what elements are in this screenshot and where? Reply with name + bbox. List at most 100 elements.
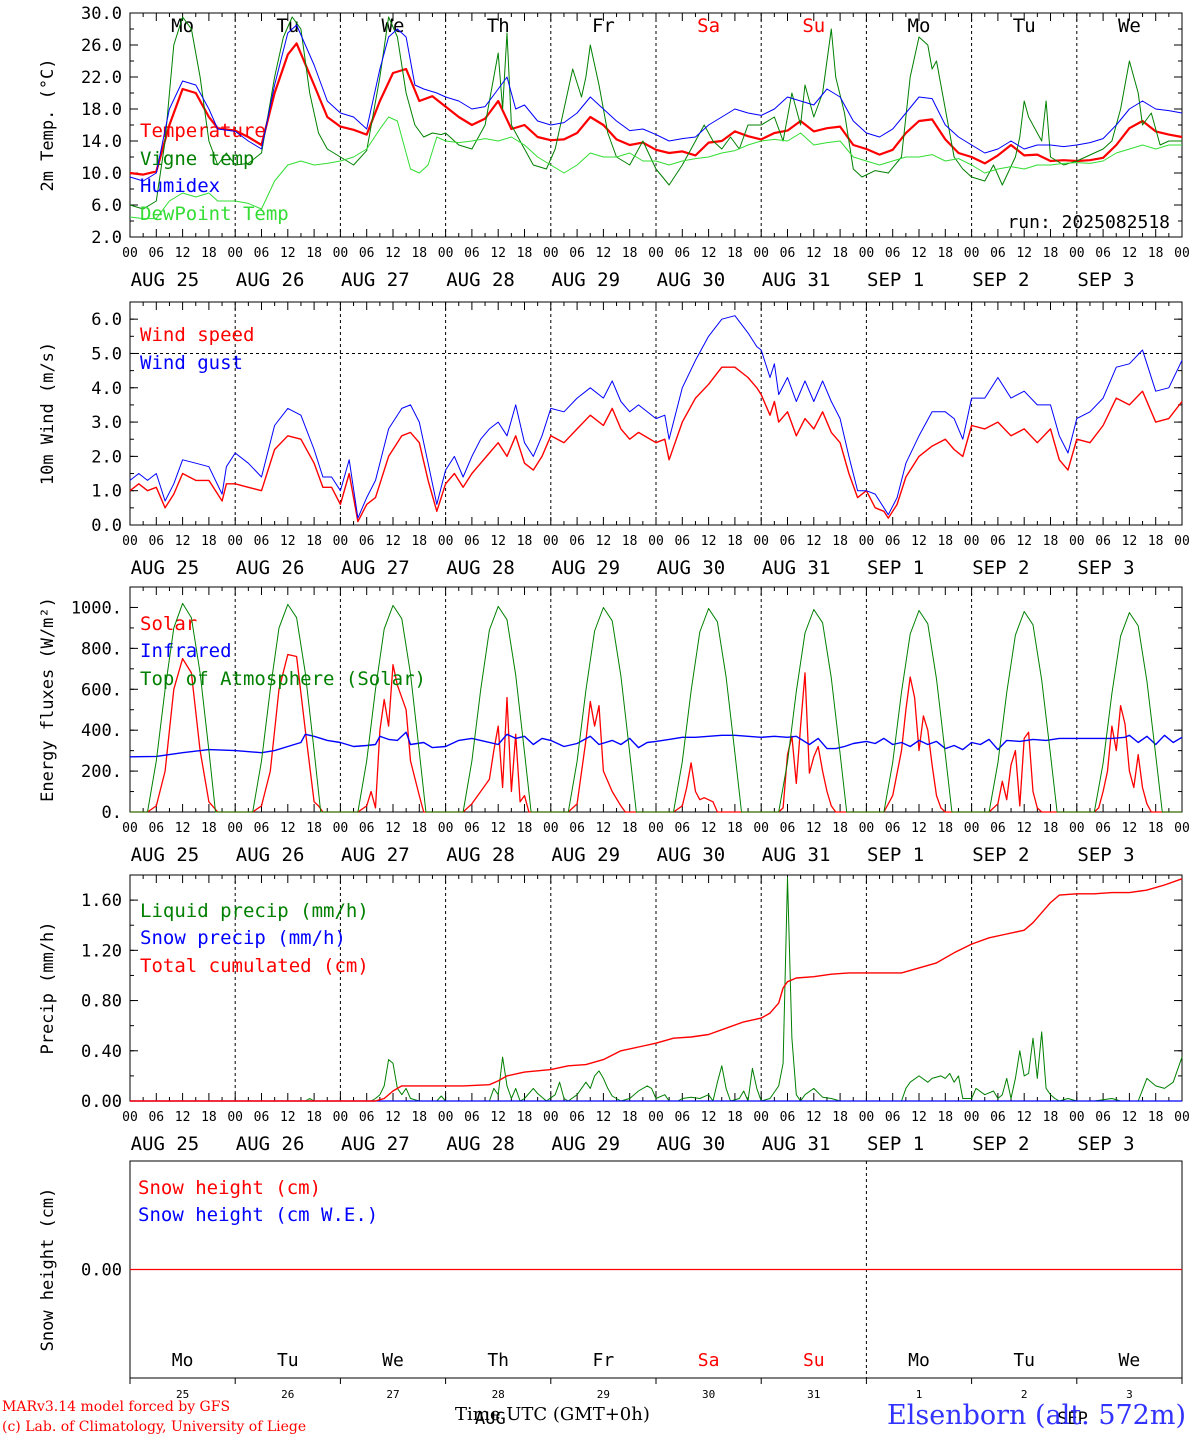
temperature-hour-label: 18 <box>411 246 427 261</box>
energy-y-tick-label: 1000. <box>71 598 122 618</box>
wind-hour-label: 06 <box>359 534 375 549</box>
precip-hour-label: 00 <box>543 1110 559 1125</box>
weekday-label: Mo <box>171 15 194 37</box>
energy-hour-label: 00 <box>859 821 875 836</box>
lab-credit: (c) Lab. of Climatology, University of L… <box>2 1419 307 1435</box>
wind-hour-label: 12 <box>490 534 506 549</box>
energy-hour-label: 06 <box>1095 821 1111 836</box>
snow-day-number: 26 <box>281 1388 294 1401</box>
energy-hour-label: 12 <box>490 821 506 836</box>
energy-hour-label: 12 <box>1122 821 1138 836</box>
energy-legend-entry: Infrared <box>140 640 232 662</box>
temperature-y-tick-label: 26.0 <box>81 36 122 56</box>
temperature-hour-label: 00 <box>859 246 875 261</box>
wind-hour-label: 12 <box>911 534 927 549</box>
energy-hour-label: 06 <box>674 821 690 836</box>
precip-hour-label: 00 <box>1174 1110 1190 1125</box>
energy-hour-label: 12 <box>911 821 927 836</box>
energy-hour-label: 00 <box>1174 821 1190 836</box>
precip-y-tick-label: 1.20 <box>81 941 122 961</box>
temperature-hour-label: 12 <box>385 246 401 261</box>
wind-hour-label: 06 <box>569 534 585 549</box>
temperature-hour-label: 12 <box>490 246 506 261</box>
wind-hour-label: 00 <box>543 534 559 549</box>
wind-hour-label: 00 <box>964 534 980 549</box>
precip-hour-label: 00 <box>648 1110 664 1125</box>
wind-hour-label: 06 <box>674 534 690 549</box>
precip-hour-label: 00 <box>122 1110 138 1125</box>
wind-hour-label: 12 <box>596 534 612 549</box>
temperature-legend-entry: Temperature <box>140 120 266 142</box>
weekday-label: Tu <box>1013 15 1036 37</box>
snow-weekday-label: Su <box>803 1350 825 1371</box>
temperature-hour-label: 06 <box>1095 246 1111 261</box>
energy-hour-label: 00 <box>964 821 980 836</box>
temperature-hour-label: 12 <box>280 246 296 261</box>
precip-hour-label: 06 <box>148 1110 164 1125</box>
temperature-legend-entry: Humidex <box>140 175 220 197</box>
energy-hour-label: 18 <box>937 821 953 836</box>
snow-day-number: 27 <box>386 1388 399 1401</box>
precip-hour-label: 00 <box>1069 1110 1085 1125</box>
energy-date-label: SEP 3 <box>1077 844 1134 866</box>
energy-hour-label: 00 <box>543 821 559 836</box>
snow-day-number: 31 <box>807 1388 820 1401</box>
weekday-label: Fr <box>592 15 615 37</box>
precip-hour-label: 06 <box>569 1110 585 1125</box>
precip-y-axis-label: Precip (mm/h) <box>38 921 58 1054</box>
snow-weekday-label: We <box>382 1350 404 1371</box>
wind-date-label: AUG 27 <box>341 557 410 579</box>
weekday-label: Sa <box>697 15 720 37</box>
wind-panel-frame <box>129 301 1183 526</box>
temperature-date-label: AUG 31 <box>762 269 831 291</box>
wind-date-label: AUG 30 <box>657 557 726 579</box>
wind-hour-label: 00 <box>1174 534 1190 549</box>
wind-hour-label: 06 <box>780 534 796 549</box>
wind-hour-label: 00 <box>333 534 349 549</box>
precip-hour-label: 18 <box>517 1110 533 1125</box>
snow-day-number: 30 <box>702 1388 715 1401</box>
temperature-y-tick-label: 30.0 <box>81 4 122 24</box>
energy-hour-label: 18 <box>622 821 638 836</box>
wind-hour-label: 00 <box>1069 534 1085 549</box>
wind-hour-label: 12 <box>1016 534 1032 549</box>
energy-date-label: AUG 27 <box>341 844 410 866</box>
temperature-date-label: SEP 2 <box>972 269 1029 291</box>
precip-y-tick-label: 1.60 <box>81 891 122 911</box>
snow-y-tick-label: 0.00 <box>81 1261 122 1281</box>
precip-hour-label: 18 <box>411 1110 427 1125</box>
energy-hour-label: 06 <box>359 821 375 836</box>
energy-hour-label: 18 <box>1043 821 1059 836</box>
temperature-hour-label: 00 <box>964 246 980 261</box>
wind-hour-label: 18 <box>1148 534 1164 549</box>
energy-hour-label: 12 <box>806 821 822 836</box>
temperature-y-tick-label: 14.0 <box>81 132 122 152</box>
temperature-hour-label: 18 <box>517 246 533 261</box>
wind-hour-label: 18 <box>411 534 427 549</box>
precip-legend-entry: Total cumulated (cm) <box>140 955 369 977</box>
temperature-hour-label: 00 <box>648 246 664 261</box>
time-axis-label: Time UTC (GMT+0h) <box>455 1404 650 1425</box>
precip-date-label: AUG 27 <box>341 1133 410 1155</box>
energy-date-label: AUG 25 <box>131 844 200 866</box>
temperature-hour-label: 00 <box>122 246 138 261</box>
model-credit: MARv3.14 model forced by GFS <box>2 1399 231 1415</box>
precip-hour-label: 12 <box>280 1110 296 1125</box>
precip-hour-label: 06 <box>780 1110 796 1125</box>
temperature-date-label: AUG 27 <box>341 269 410 291</box>
temperature-date-label: AUG 26 <box>236 269 305 291</box>
temperature-date-label: AUG 28 <box>446 269 515 291</box>
energy-hour-label: 00 <box>648 821 664 836</box>
wind-y-tick-label: 2.0 <box>91 447 122 467</box>
precip-hour-label: 06 <box>885 1110 901 1125</box>
wind-hour-label: 12 <box>175 534 191 549</box>
wind-date-label: AUG 28 <box>446 557 515 579</box>
wind-hour-label: 06 <box>148 534 164 549</box>
wind-date-label: AUG 31 <box>762 557 831 579</box>
precip-hour-label: 06 <box>1095 1110 1111 1125</box>
snow-weekday-label: Th <box>487 1350 509 1371</box>
wind-hour-label: 00 <box>438 534 454 549</box>
energy-y-tick-label: 0. <box>102 803 122 823</box>
energy-hour-label: 06 <box>148 821 164 836</box>
temperature-hour-label: 12 <box>1016 246 1032 261</box>
